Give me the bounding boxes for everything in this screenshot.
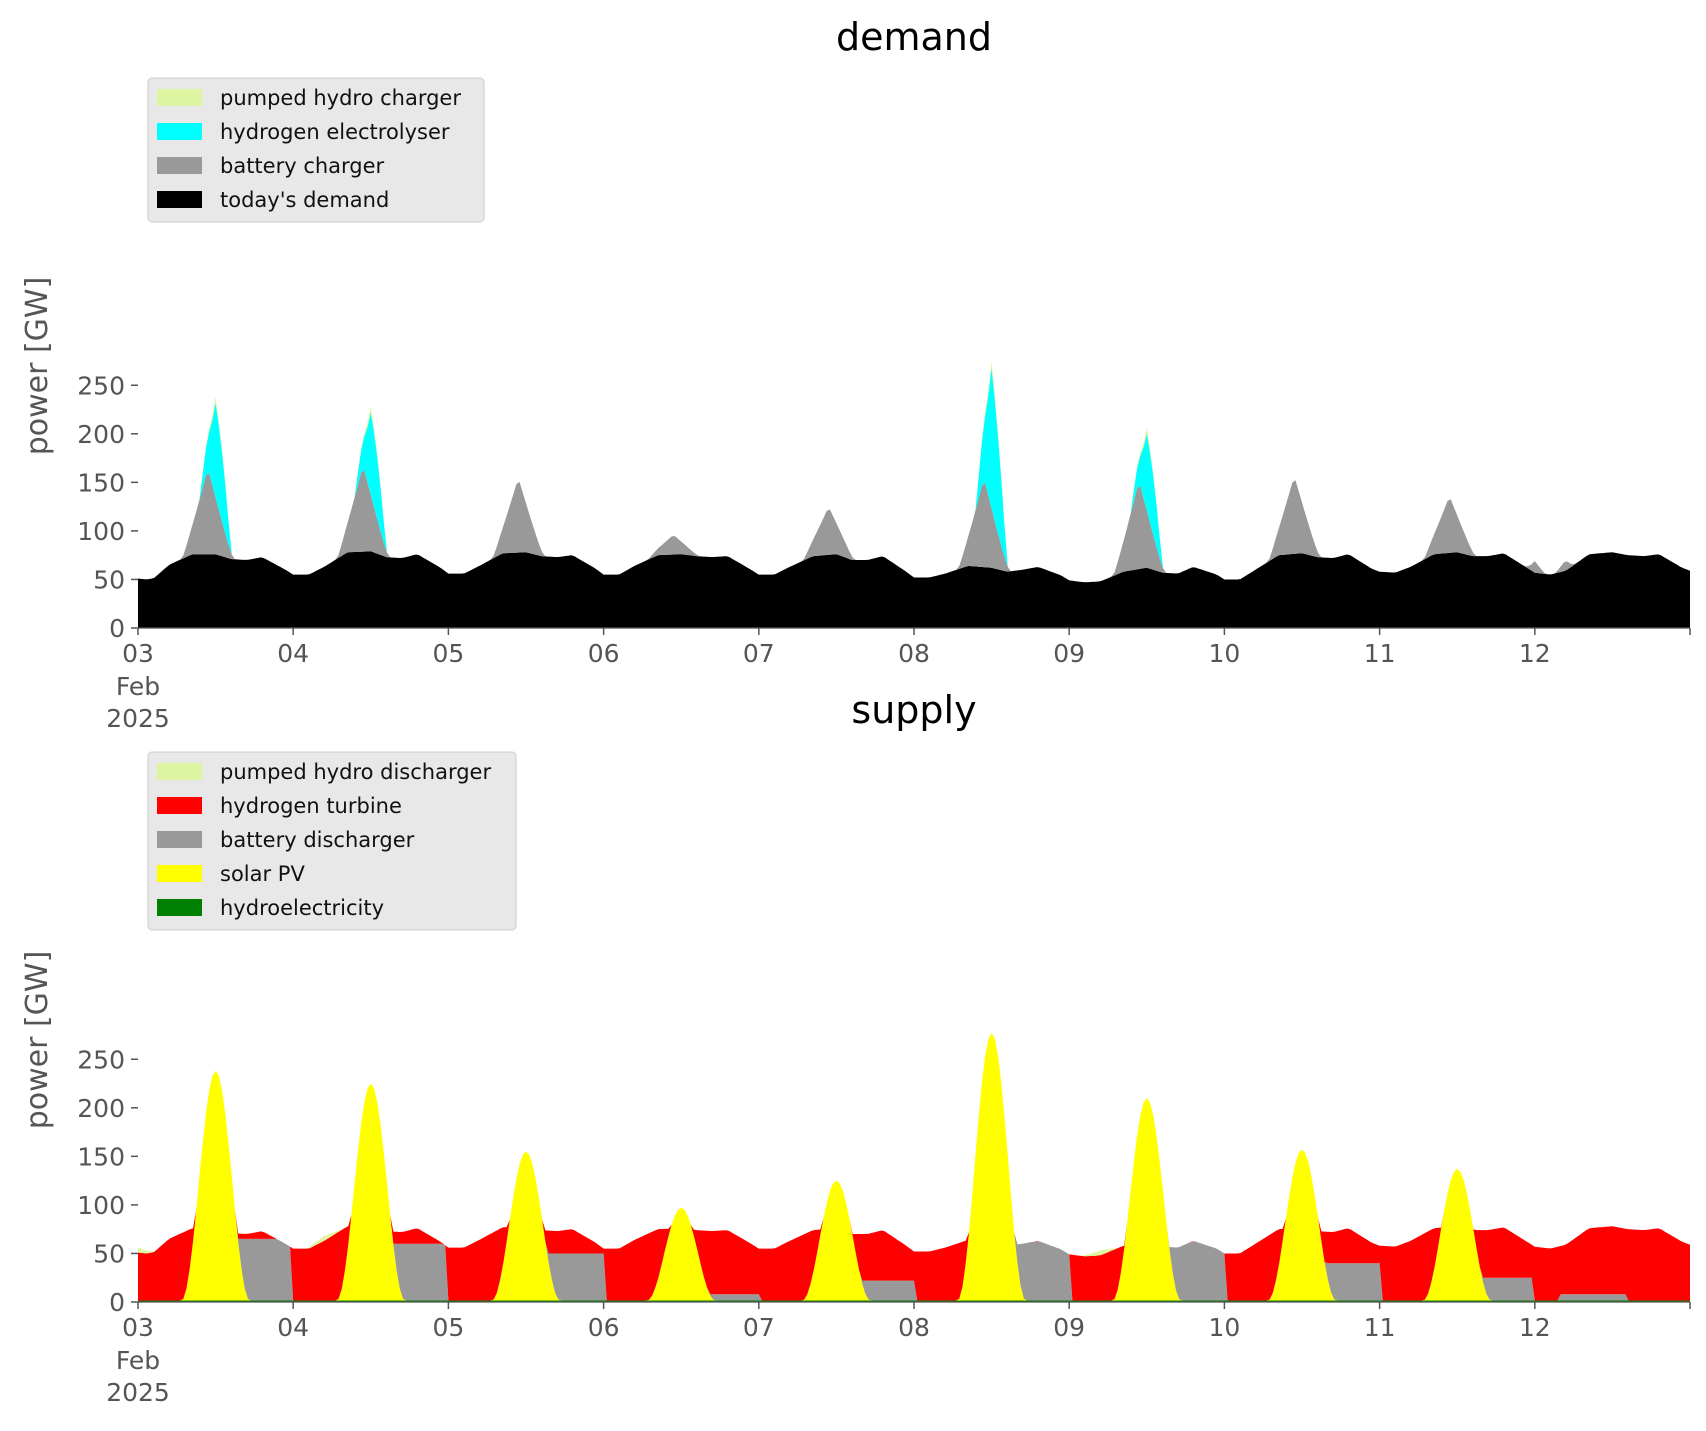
demand-title: demand	[836, 15, 992, 59]
demand-x-tick-label: 05	[432, 639, 464, 668]
demand-legend-swatch	[157, 191, 202, 208]
supply-x-tick-label: 04	[277, 1313, 309, 1342]
supply-legend-label: battery discharger	[220, 828, 415, 852]
supply-area-hydrogen-turbine	[138, 1033, 1690, 1301]
demand-y-tick-label: 200	[77, 420, 125, 449]
supply-y-tick-label: 250	[77, 1045, 125, 1074]
demand-legend-label: battery charger	[220, 154, 385, 178]
supply-x-tick-label: 05	[432, 1313, 464, 1342]
demand-x-tick-label: 11	[1364, 639, 1396, 668]
demand-legend-swatch	[157, 123, 202, 140]
supply-y-axis-label: power [GW]	[20, 951, 55, 1130]
demand-x-tick-month: Feb	[116, 672, 160, 701]
supply-x-tick-month: Feb	[116, 1346, 160, 1375]
supply-x-tick-label: 09	[1053, 1313, 1085, 1342]
demand-x-tick-label: 09	[1053, 639, 1085, 668]
demand-area-today-s-demand	[138, 551, 1690, 628]
demand-chart: demand power [GW] 05010015020025003Feb20…	[20, 15, 1691, 733]
supply-legend: pumped hydro discharger hydrogen turbine b…	[147, 751, 517, 931]
demand-y-tick-label: 0	[109, 614, 125, 643]
demand-areas	[138, 361, 1690, 628]
demand-y-tick-label: 100	[77, 517, 125, 546]
supply-y-tick-label: 100	[77, 1191, 125, 1220]
supply-y-tick-label: 0	[109, 1288, 125, 1317]
supply-areas	[138, 1033, 1690, 1302]
supply-legend-swatch	[157, 797, 202, 814]
supply-y-tick-label: 50	[93, 1239, 125, 1268]
demand-legend-swatch	[157, 157, 202, 174]
demand-y-axis-label: power [GW]	[20, 277, 55, 456]
supply-x-tick-label: 07	[743, 1313, 775, 1342]
supply-legend-swatch	[157, 831, 202, 848]
supply-legend-label: hydroelectricity	[220, 896, 384, 920]
supply-y-tick-label: 200	[77, 1094, 125, 1123]
supply-title: supply	[851, 688, 976, 732]
supply-legend-label: solar PV	[220, 862, 305, 886]
demand-legend-label: pumped hydro charger	[220, 86, 461, 110]
demand-y-tick-label: 150	[77, 468, 125, 497]
supply-axes: 0 50 100 150 200 250 03 Feb 2025 04 05 06 07 08 09 10 11…	[77, 1045, 1691, 1407]
demand-legend-frame	[147, 77, 485, 223]
supply-legend-label: pumped hydro discharger	[220, 760, 491, 784]
demand-x-tick-year: 2025	[106, 704, 170, 733]
demand-x-tick-label: 03	[122, 639, 154, 668]
demand-x-tick-label: 04	[277, 639, 309, 668]
demand-legend-label: hydrogen electrolyser	[220, 120, 450, 144]
demand-axes: 0 50 100 150 200 250 03 Feb 2025 04 05 06 07 08 09 10 11…	[77, 371, 1691, 733]
demand-x-tick-label: 10	[1208, 639, 1240, 668]
supply-legend-swatch	[157, 865, 202, 882]
supply-legend-swatch	[157, 899, 202, 916]
supply-x-tick-label: 11	[1364, 1313, 1396, 1342]
supply-x-tick-year: 2025	[106, 1378, 170, 1407]
demand-area-battery-charger	[138, 470, 1690, 583]
supply-x-tick-label: 12	[1519, 1313, 1551, 1342]
demand-y-tick-label: 50	[93, 565, 125, 594]
supply-legend-label: hydrogen turbine	[220, 794, 402, 818]
supply-legend-swatch	[157, 763, 202, 780]
supply-x-tick-label: 08	[898, 1313, 930, 1342]
demand-x-tick-label: 06	[588, 639, 620, 668]
supply-x-tick-label: 10	[1208, 1313, 1240, 1342]
demand-x-tick-label: 08	[898, 639, 930, 668]
supply-x-tick-label: 03	[122, 1313, 154, 1342]
demand-legend: pumped hydro charger hydrogen electrolyse…	[147, 77, 485, 223]
supply-legend-frame	[147, 751, 517, 931]
demand-x-tick-label: 07	[743, 639, 775, 668]
supply-area-solar-pv	[138, 1033, 1690, 1301]
demand-x-tick-label: 12	[1519, 639, 1551, 668]
supply-chart: supply power [GW] 05010015020025003Feb20…	[20, 688, 1691, 1407]
supply-x-tick-label: 06	[588, 1313, 620, 1342]
demand-legend-label: today's demand	[220, 188, 389, 212]
supply-y-tick-label: 150	[77, 1142, 125, 1171]
demand-y-tick-label: 250	[77, 371, 125, 400]
demand-legend-swatch	[157, 89, 202, 106]
